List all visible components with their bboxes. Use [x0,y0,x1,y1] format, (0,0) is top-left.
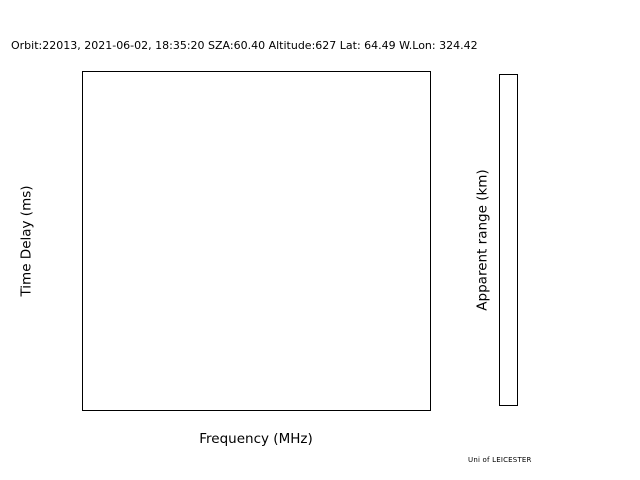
credit-text: Uni of LEICESTER [468,456,532,464]
plot-frame [82,71,431,411]
colorbar-gradient [500,75,517,405]
y-axis-label: Time Delay (ms) [18,185,35,297]
y2-axis-label: Apparent range (km) [474,169,491,311]
ionogram-heatmap [83,72,430,410]
colorbar-frame [499,74,518,406]
plot-title: Orbit:22013, 2021-06-02, 18:35:20 SZA:60… [11,39,478,52]
x-axis-label: Frequency (MHz) [199,431,313,447]
